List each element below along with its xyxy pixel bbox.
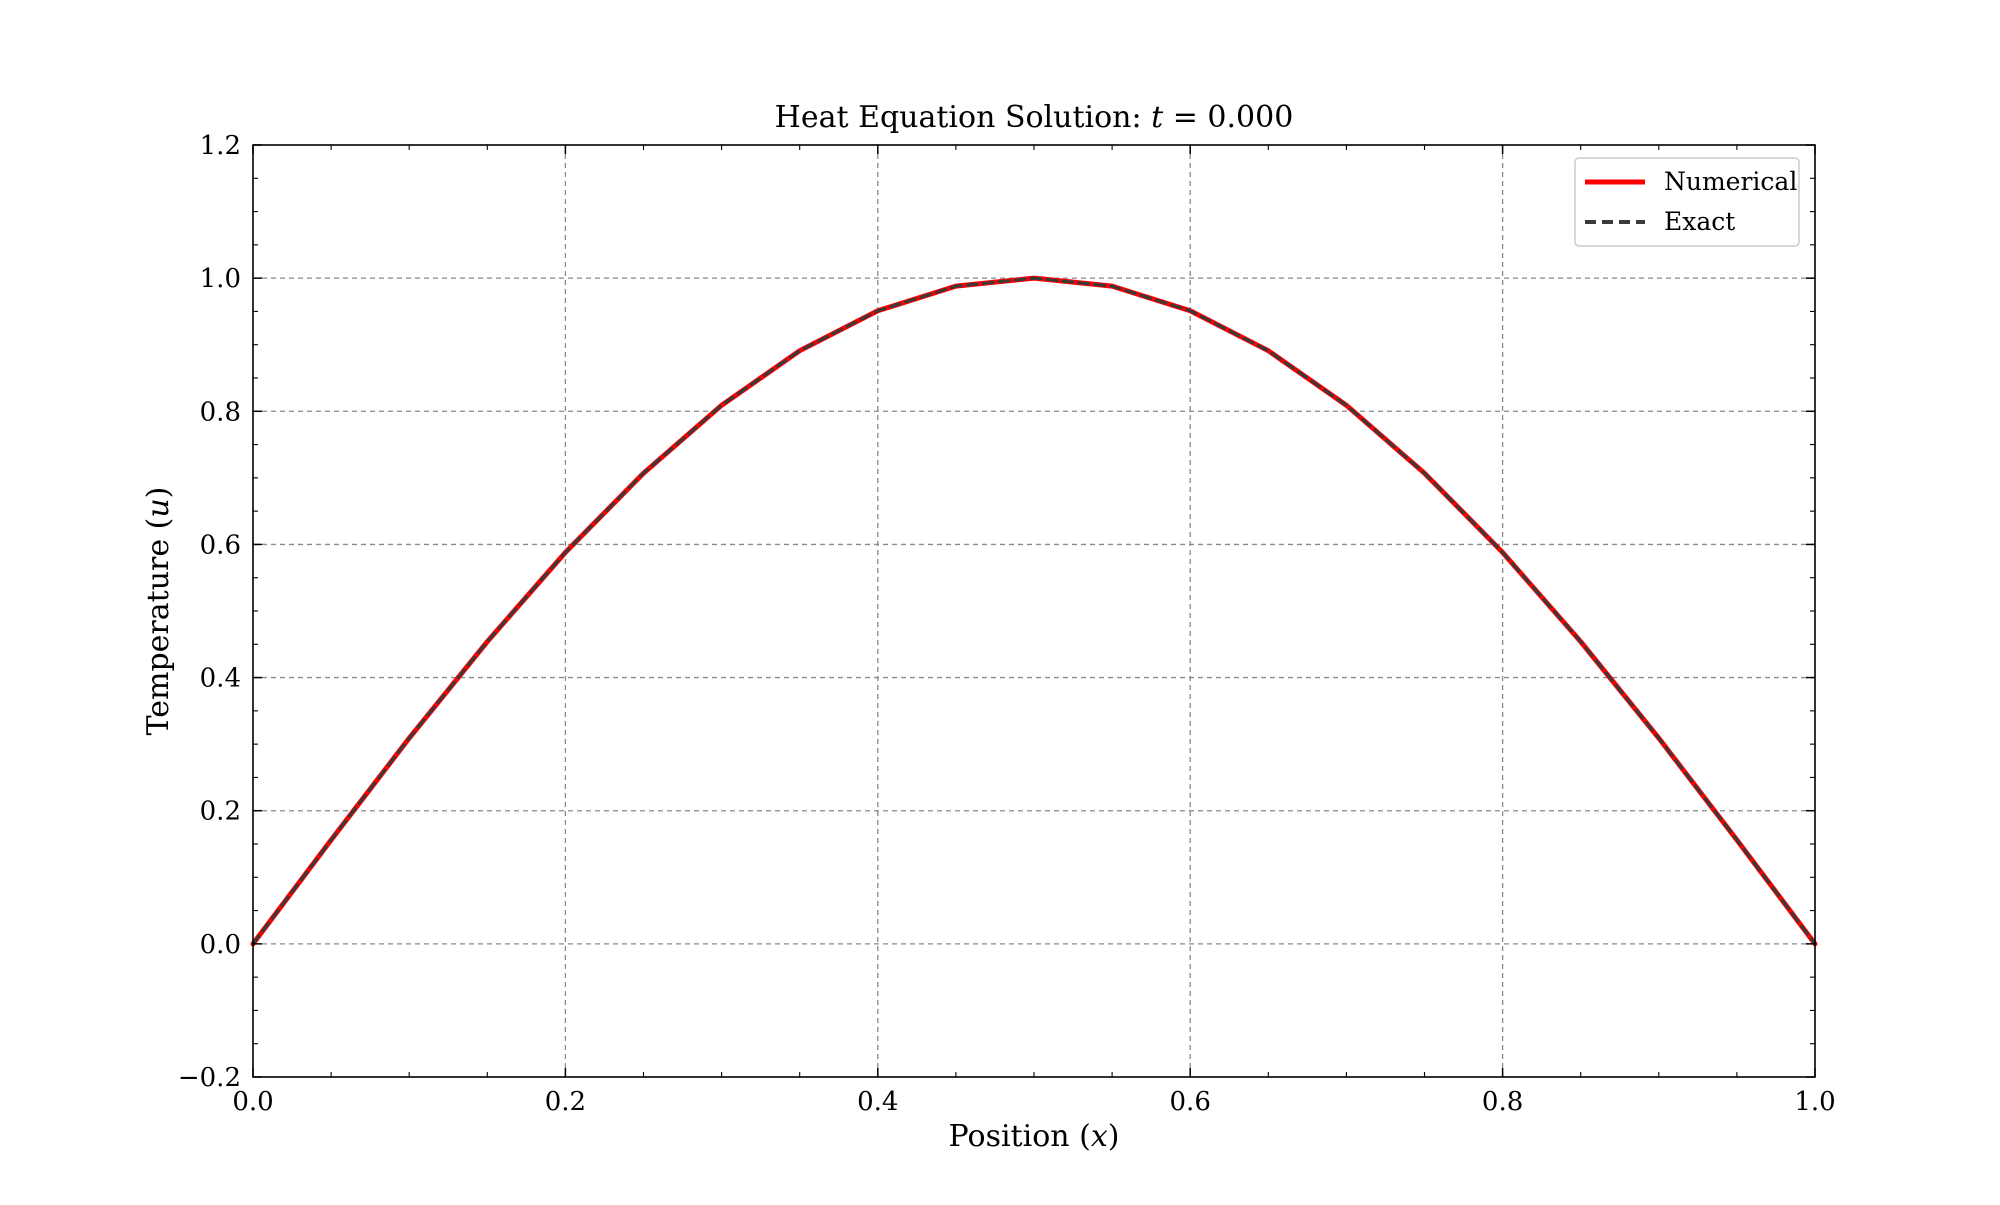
axis-ticks — [252, 144, 1816, 1078]
chart-title-prefix: Heat Equation Solution: — [775, 100, 1151, 135]
x-tick-label: 0.2 — [545, 1087, 586, 1117]
y-axis-label-variable: u — [141, 498, 176, 517]
legend-label-numerical: Numerical — [1664, 167, 1797, 196]
legend-label-exact: Exact — [1664, 207, 1735, 236]
y-tick-label: 1.0 — [200, 264, 241, 294]
y-tick-label: −0.2 — [178, 1063, 241, 1093]
x-axis-label-suffix: ) — [1108, 1119, 1120, 1154]
legend: Numerical Exact — [1574, 157, 1800, 247]
grid — [253, 145, 1815, 1077]
series-line-exact — [251, 276, 1817, 946]
y-tick-label: 0.8 — [200, 397, 241, 427]
x-tick-labels: 0.0 0.2 0.4 0.6 0.8 1.0 — [232, 1087, 1835, 1117]
y-tick-labels: −0.2 0.0 0.2 0.4 0.6 0.8 1.0 1.2 — [178, 131, 241, 1093]
x-tick-label: 1.0 — [1794, 1087, 1835, 1117]
chart-title-suffix: = 0.000 — [1163, 100, 1293, 135]
x-tick-label: 0.4 — [857, 1087, 898, 1117]
x-tick-label: 0.0 — [232, 1087, 273, 1117]
chart-title: Heat Equation Solution: t = 0.000 — [775, 100, 1294, 135]
y-tick-label: 0.2 — [200, 797, 241, 827]
y-axis-label-prefix: Temperature ( — [141, 518, 176, 736]
y-axis-label-suffix: ) — [141, 487, 176, 499]
x-axis-label: Position (x) — [949, 1119, 1120, 1154]
y-tick-label: 1.2 — [200, 131, 241, 161]
y-tick-label: 0.4 — [200, 664, 241, 694]
x-tick-label: 0.8 — [1482, 1087, 1523, 1117]
y-tick-label: 0.0 — [200, 930, 241, 960]
y-tick-label: 0.6 — [200, 530, 241, 560]
x-tick-label: 0.6 — [1170, 1087, 1211, 1117]
x-axis-label-variable: x — [1091, 1119, 1108, 1154]
x-axis-label-prefix: Position ( — [949, 1119, 1091, 1154]
plot-series — [250, 275, 1818, 947]
chart-title-variable: t — [1151, 100, 1164, 135]
y-axis-label: Temperature (u) — [141, 487, 176, 736]
